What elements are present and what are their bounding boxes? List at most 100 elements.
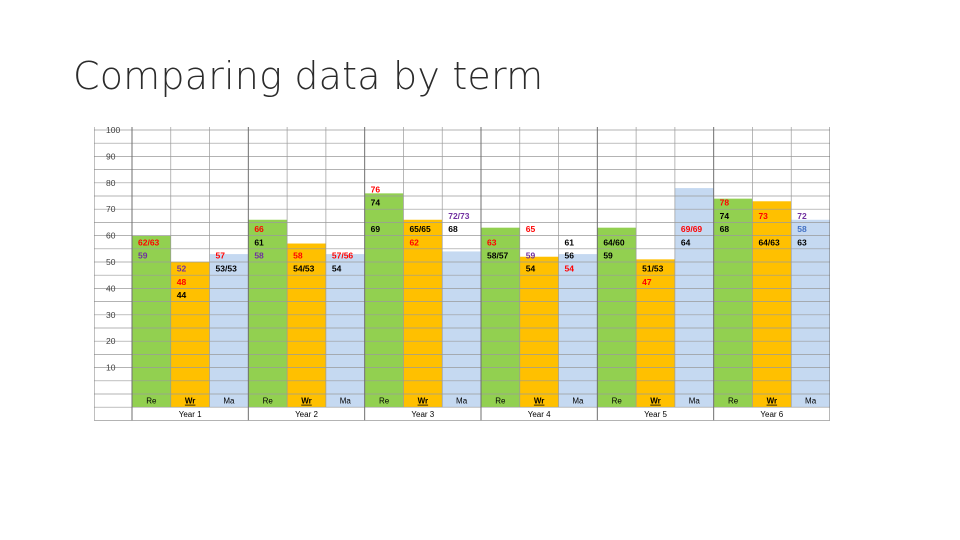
row-label: 40 — [106, 283, 116, 293]
row-label: 60 — [106, 231, 116, 241]
column-bar-re — [132, 235, 171, 408]
score-value: 64/60 — [603, 237, 625, 247]
subject-label-ma: Ma — [572, 397, 584, 406]
column-bar-ma — [209, 254, 249, 408]
score-value: 47 — [642, 277, 652, 287]
score-value: 54/53 — [293, 264, 315, 274]
score-value: 53/53 — [216, 264, 238, 274]
score-value: 64/63 — [758, 237, 780, 247]
score-value: 59 — [138, 251, 148, 261]
column-bar-ma — [674, 188, 714, 408]
grid-text: 100 90 80 70 60 50 40 30 20 10 Re Wr Ma Re Wr Ma Re Wr Ma R… — [106, 125, 817, 419]
column-fills — [132, 188, 830, 408]
term-comparison-table: 100 90 80 70 60 50 40 30 20 10 Re Wr Ma Re Wr Ma Re Wr Ma R… — [93, 125, 831, 431]
column-bar-ma — [558, 254, 598, 408]
year-label: Year 1 — [179, 410, 202, 419]
score-value: 65/65 — [409, 224, 431, 234]
subject-label-re: Re — [728, 397, 739, 406]
score-value: 61 — [565, 237, 575, 247]
subject-label-wr: Wr — [185, 397, 196, 406]
score-value: 63 — [797, 237, 807, 247]
subject-label-ma: Ma — [805, 397, 817, 406]
subject-label-re: Re — [612, 397, 623, 406]
score-value: 66 — [254, 224, 264, 234]
score-value: 64 — [681, 237, 691, 247]
row-label: 100 — [106, 127, 120, 135]
subject-label-wr: Wr — [534, 397, 545, 406]
column-bar-re — [713, 198, 753, 408]
column-bar-ma — [791, 219, 830, 408]
score-value: 58 — [797, 224, 807, 234]
row-label: 50 — [106, 257, 116, 267]
row-label: 90 — [106, 151, 116, 161]
score-value: 59 — [526, 251, 536, 261]
score-value: 63 — [487, 237, 497, 247]
score-value: 57 — [216, 251, 226, 261]
subject-label-ma: Ma — [689, 397, 701, 406]
column-bar-re — [481, 227, 520, 408]
score-value: 59 — [603, 251, 613, 261]
score-value: 56 — [565, 251, 575, 261]
year-label: Year 6 — [760, 410, 783, 419]
year-label: Year 5 — [644, 410, 667, 419]
term-comparison-grid: 100 90 80 70 60 50 40 30 20 10 Re Wr Ma Re Wr Ma Re Wr Ma R… — [93, 125, 831, 421]
column-bar-wr — [287, 243, 326, 408]
subject-label-wr: Wr — [650, 397, 661, 406]
year-label: Year 3 — [411, 410, 434, 419]
row-label: 70 — [106, 204, 116, 214]
subject-label-ma: Ma — [223, 397, 235, 406]
subject-label-wr: Wr — [767, 397, 778, 406]
score-value: 68 — [448, 224, 458, 234]
column-bar-re — [597, 227, 637, 408]
column-bar-wr — [403, 219, 443, 408]
score-value: 51/53 — [642, 264, 664, 274]
row-label: 20 — [106, 336, 116, 346]
score-value: 58 — [254, 251, 264, 261]
score-value: 54 — [332, 264, 342, 274]
subject-label-ma: Ma — [456, 397, 468, 406]
subject-label-ma: Ma — [340, 397, 352, 406]
score-value: 68 — [720, 224, 730, 234]
column-bar-wr — [636, 259, 675, 408]
subject-label-re: Re — [146, 397, 157, 406]
slide-title: Comparing data by term — [73, 54, 544, 98]
column-bar-wr — [170, 262, 210, 408]
score-value: 74 — [720, 211, 730, 221]
row-label: 80 — [106, 178, 116, 188]
year-label: Year 2 — [295, 410, 318, 419]
column-bar-re — [248, 219, 288, 408]
subject-label-wr: Wr — [418, 397, 429, 406]
score-value: 65 — [526, 224, 536, 234]
subject-label-re: Re — [495, 397, 506, 406]
score-value: 54 — [526, 264, 536, 274]
score-value: 69/69 — [681, 224, 703, 234]
score-value: 54 — [565, 264, 575, 274]
score-value: 48 — [177, 277, 187, 287]
score-value: 74 — [371, 198, 381, 208]
score-value: 62 — [409, 237, 419, 247]
column-bar-wr — [752, 201, 792, 408]
score-value: 58/57 — [487, 251, 509, 261]
column-bar-ma — [325, 254, 365, 408]
column-bar-wr — [519, 256, 559, 408]
score-value: 44 — [177, 290, 187, 300]
score-value: 61 — [254, 237, 264, 247]
score-value: 62/63 — [138, 237, 160, 247]
subject-label-wr: Wr — [301, 397, 312, 406]
row-label: 10 — [106, 363, 116, 373]
year-label: Year 4 — [528, 410, 551, 419]
column-bar-re — [364, 193, 404, 408]
score-value: 72 — [797, 211, 807, 221]
score-value: 58 — [293, 251, 303, 261]
score-value: 57/56 — [332, 251, 354, 261]
score-value: 52 — [177, 264, 187, 274]
column-bar-ma — [442, 251, 481, 408]
row-label: 30 — [106, 310, 116, 320]
score-value: 73 — [758, 211, 768, 221]
grid-lines — [93, 127, 831, 421]
subject-label-re: Re — [263, 397, 274, 406]
score-value: 69 — [371, 224, 381, 234]
score-value: 78 — [720, 198, 730, 208]
score-value: 76 — [371, 185, 381, 195]
score-value: 72/73 — [448, 211, 470, 221]
